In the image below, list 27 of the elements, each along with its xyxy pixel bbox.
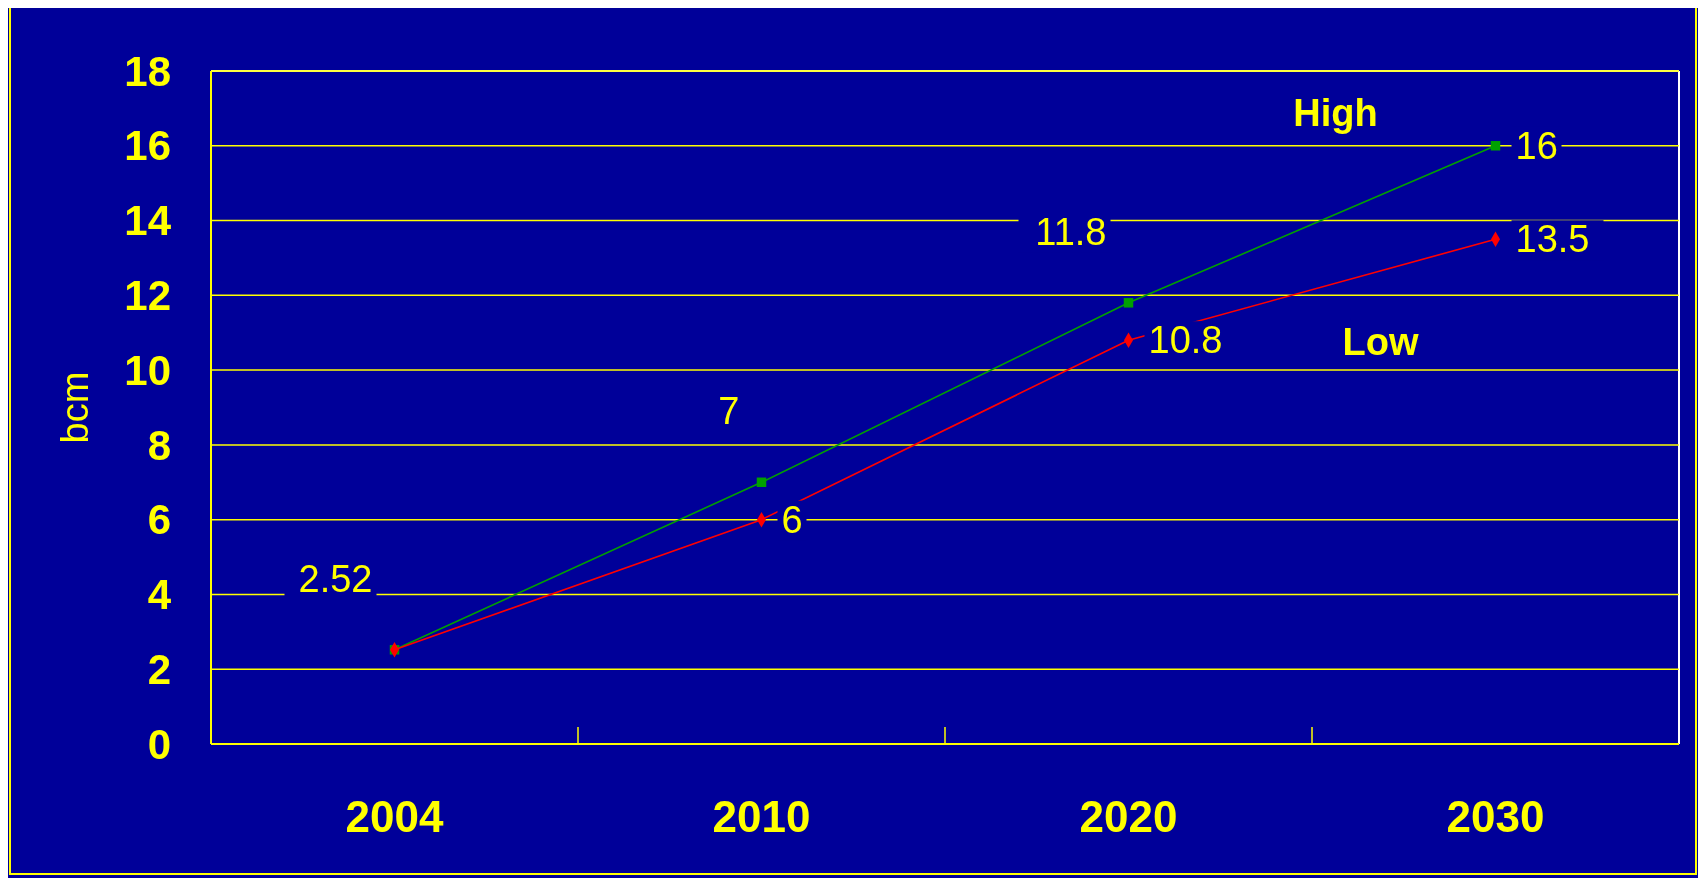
x-tick-label: 2030 xyxy=(1446,792,1545,841)
data-label: 11.8 xyxy=(1035,210,1107,253)
x-tick-label: 2010 xyxy=(712,792,811,841)
data-label: 10.8 xyxy=(1148,319,1223,362)
x-tick-label: 2004 xyxy=(345,792,444,841)
x-tick-label: 2020 xyxy=(1079,792,1178,841)
y-tick-label: 4 xyxy=(147,571,172,619)
y-axis-title: bcm xyxy=(54,371,96,444)
y-tick-label: 2 xyxy=(147,645,171,693)
y-tick-label: 14 xyxy=(124,197,172,245)
data-label: 2.52 xyxy=(298,557,373,600)
y-tick-label: 0 xyxy=(147,720,171,768)
series-label: Low xyxy=(1342,321,1419,364)
y-tick-label: 8 xyxy=(147,421,171,469)
data-label: 7 xyxy=(718,390,740,433)
y-tick-label: 16 xyxy=(124,122,171,170)
y-tick-label: 12 xyxy=(124,272,171,320)
y-tick-label: 6 xyxy=(147,496,171,544)
series-label: High xyxy=(1293,91,1378,134)
y-tick-label: 10 xyxy=(124,346,171,394)
point xyxy=(756,477,767,488)
data-label: 16 xyxy=(1515,124,1558,167)
y-tick-label: 18 xyxy=(124,47,171,95)
point xyxy=(1123,298,1134,308)
data-label: 6 xyxy=(781,498,803,541)
data-label: 13.5 xyxy=(1515,218,1590,261)
point xyxy=(1490,141,1501,151)
